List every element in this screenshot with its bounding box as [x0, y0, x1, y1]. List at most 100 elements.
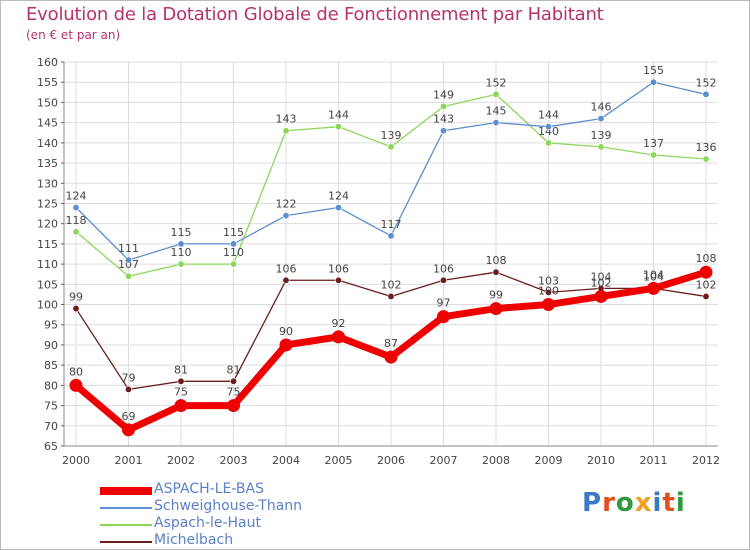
data-label-michelbach: 106 [328, 262, 349, 275]
data-point-aspach-le-bas [279, 338, 293, 352]
data-point-aspach-le-haut [702, 155, 710, 163]
data-label-schweighouse-thann: 111 [118, 242, 139, 255]
data-label-schweighouse-thann: 144 [538, 109, 559, 122]
x-tick-label: 2003 [220, 454, 248, 467]
data-label-aspach-le-haut: 136 [696, 141, 717, 154]
data-label-aspach-le-haut: 139 [381, 129, 402, 142]
data-label-schweighouse-thann: 115 [171, 226, 192, 239]
logo-letter: t [662, 488, 676, 518]
data-point-michelbach [334, 276, 342, 284]
data-label-aspach-le-bas: 75 [174, 386, 188, 399]
data-label-aspach-le-haut: 110 [171, 246, 192, 259]
data-label-aspach-le-haut: 139 [591, 129, 612, 142]
data-label-schweighouse-thann: 124 [328, 190, 349, 203]
logo-letter: x [634, 488, 653, 518]
x-tick-label: 2004 [272, 454, 300, 467]
y-tick-label: 65 [44, 440, 58, 453]
data-point-aspach-le-haut [387, 143, 395, 151]
data-point-schweighouse-thann [125, 256, 133, 264]
chart-title: Evolution de la Dotation Globale de Fonc… [26, 4, 604, 25]
data-point-aspach-le-haut [177, 260, 185, 268]
data-point-aspach-le-bas [69, 378, 83, 392]
data-label-aspach-le-bas: 104 [643, 268, 664, 281]
data-label-aspach-le-haut: 149 [433, 88, 454, 101]
data-label-schweighouse-thann: 124 [66, 190, 87, 203]
data-label-schweighouse-thann: 152 [696, 76, 717, 89]
x-tick-label: 2009 [535, 454, 563, 467]
data-point-schweighouse-thann [702, 90, 710, 98]
legend-label: ASPACH-LE-BAS [154, 481, 264, 497]
data-label-michelbach: 106 [276, 262, 297, 275]
data-point-aspach-le-bas [699, 265, 713, 279]
data-point-aspach-le-haut [72, 228, 80, 236]
logo-letter: r [602, 488, 616, 518]
y-tick-label: 125 [37, 197, 58, 210]
data-label-michelbach: 104 [591, 270, 612, 283]
data-point-aspach-le-bas [122, 423, 135, 437]
y-tick-label: 85 [44, 359, 58, 372]
data-label-michelbach: 79 [122, 371, 136, 384]
data-point-michelbach [72, 305, 80, 313]
data-point-michelbach [439, 276, 447, 284]
data-label-aspach-le-haut: 140 [538, 125, 559, 138]
x-tick-label: 2007 [430, 454, 458, 467]
data-point-schweighouse-thann [544, 123, 552, 131]
y-tick-label: 130 [37, 177, 58, 190]
data-label-michelbach: 102 [381, 278, 402, 291]
data-label-aspach-le-haut: 143 [276, 113, 297, 126]
data-label-aspach-le-bas: 102 [591, 276, 612, 289]
y-tick-label: 105 [37, 278, 58, 291]
data-point-aspach-le-haut [597, 143, 605, 151]
data-label-aspach-le-bas: 92 [332, 317, 346, 330]
data-label-schweighouse-thann: 145 [486, 105, 507, 118]
y-tick-label: 90 [44, 339, 58, 352]
data-point-aspach-le-bas [437, 310, 450, 324]
y-tick-label: 115 [37, 238, 58, 251]
data-label-aspach-le-haut: 137 [643, 137, 664, 150]
data-point-schweighouse-thann [177, 240, 185, 248]
data-point-aspach-le-haut [334, 123, 342, 131]
y-tick-label: 80 [44, 379, 58, 392]
y-tick-label: 155 [37, 76, 58, 89]
data-label-aspach-le-bas: 69 [122, 410, 136, 423]
legend-label: Michelbach [154, 532, 234, 548]
data-point-schweighouse-thann [230, 240, 238, 248]
data-point-michelbach [230, 377, 238, 385]
data-label-schweighouse-thann: 146 [591, 101, 612, 114]
x-tick-label: 2008 [482, 454, 510, 467]
data-label-aspach-le-bas: 99 [489, 289, 503, 302]
data-label-aspach-le-haut: 118 [66, 214, 87, 227]
data-point-aspach-le-bas [594, 289, 608, 303]
data-label-aspach-le-bas: 108 [696, 252, 717, 265]
data-point-aspach-le-haut [492, 90, 500, 98]
data-label-michelbach: 104 [643, 270, 664, 283]
data-point-schweighouse-thann [597, 115, 605, 123]
data-point-aspach-le-haut [125, 272, 133, 280]
y-tick-label: 120 [37, 218, 58, 231]
x-tick-label: 2012 [692, 454, 720, 467]
x-tick-label: 2000 [62, 454, 90, 467]
data-point-michelbach [177, 377, 185, 385]
legend-swatch [100, 541, 152, 543]
data-label-michelbach: 103 [538, 274, 559, 287]
data-label-michelbach: 108 [486, 254, 507, 267]
data-point-aspach-le-bas [647, 281, 660, 295]
data-point-michelbach [702, 292, 710, 300]
logo-letter: i [652, 488, 663, 518]
data-label-schweighouse-thann: 115 [223, 226, 244, 239]
data-point-michelbach [282, 276, 290, 284]
data-point-schweighouse-thann [387, 232, 395, 240]
y-tick-label: 150 [37, 96, 58, 109]
logo-letter: P [582, 488, 603, 518]
y-tick-label: 110 [37, 258, 58, 271]
data-label-aspach-le-haut: 144 [328, 109, 349, 122]
data-label-aspach-le-bas: 90 [279, 325, 293, 338]
data-label-schweighouse-thann: 155 [643, 64, 664, 77]
y-tick-label: 70 [44, 420, 58, 433]
data-label-schweighouse-thann: 143 [433, 113, 454, 126]
legend-label: Schweighouse-Thann [154, 498, 303, 514]
data-label-michelbach: 81 [227, 363, 241, 376]
logo-letter: i [675, 488, 686, 518]
y-tick-label: 140 [37, 137, 58, 150]
data-label-michelbach: 99 [69, 291, 83, 304]
